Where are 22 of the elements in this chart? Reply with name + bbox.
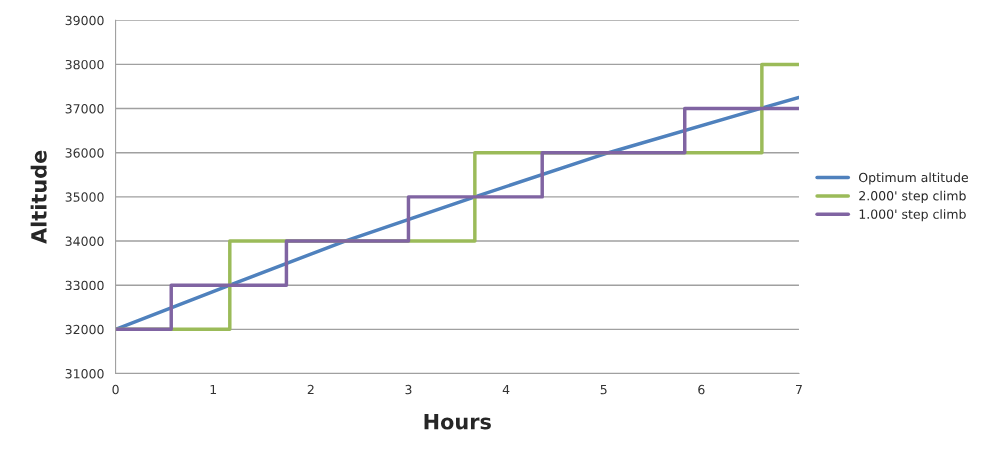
x-tick-label: 0 (112, 384, 119, 395)
x-tick-label: 7 (796, 385, 802, 395)
y-tick-label: 37000 (65, 104, 104, 114)
y-tick-label: 33000 (65, 280, 104, 291)
y-tick-label: 36000 (65, 148, 104, 158)
y-tick-label: 39000 (65, 15, 104, 26)
x-axis-title: Hours (424, 414, 491, 430)
y-tick-label: 38000 (65, 59, 104, 70)
x-tick-label: 6 (698, 384, 705, 395)
y-tick-label: 32000 (65, 324, 104, 335)
legend-label: 2.000' step climb (859, 190, 966, 203)
x-tick-label: 1 (210, 385, 217, 395)
y-tick-label: 35000 (65, 192, 104, 202)
x-tick-label: 4 (502, 385, 510, 395)
x-tick-label: 5 (600, 385, 607, 395)
legend-label: 1.000' step climb (859, 209, 966, 222)
y-tick-label: 34000 (65, 236, 104, 246)
y-axis-title: Altitude (30, 150, 47, 244)
legend-label: Optimum altitude (859, 172, 968, 185)
y-tick-label: 31000 (65, 368, 104, 379)
x-tick-label: 3 (405, 384, 412, 395)
x-tick-label: 2 (307, 384, 314, 395)
